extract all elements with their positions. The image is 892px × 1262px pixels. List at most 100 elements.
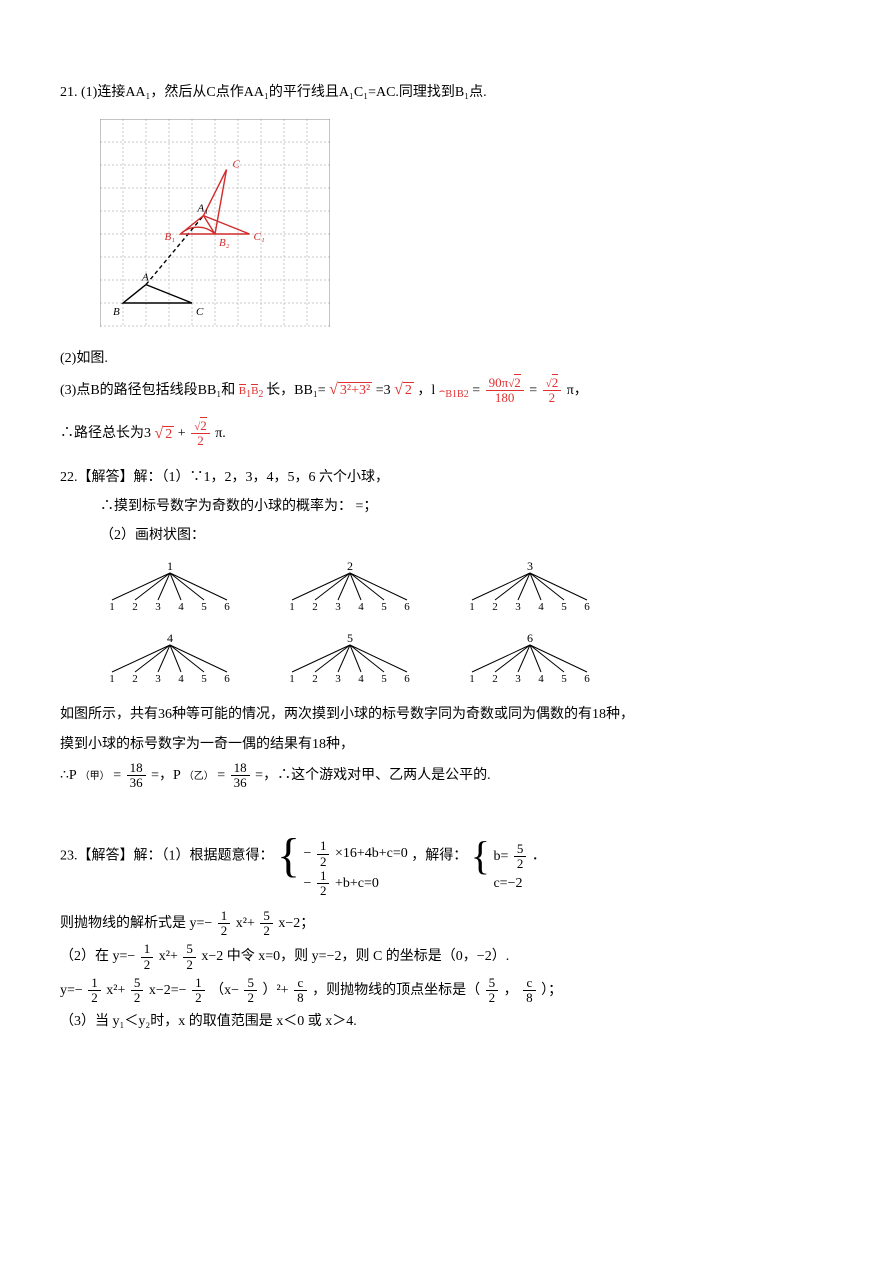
q22-after1: 如图所示，共有36种等可能的情况，两次摸到小球的标号数字同为奇数或同为偶数的有1… [60,702,832,727]
frac-c8-1: c8 [294,976,307,1006]
q21-part3-g: π， [567,383,588,398]
sqrt2-2: √2 [155,420,175,449]
f524n: 5 [244,976,257,991]
l3g: ， [504,983,518,998]
f524d: 2 [244,991,257,1005]
frac-18-36-1: 18 36 [127,761,146,791]
sys-r2-a: − [304,876,312,891]
fh2n: 1 [317,869,330,884]
frac1-den: 36 [127,776,146,790]
l2c: x−2 中令 x=0，则 y=−2，则 C 的坐标是（0，−2）. [201,949,509,964]
sys-r2-b: +b+c=0 [335,876,379,891]
svg-text:1: 1 [109,673,115,685]
svg-text:4: 4 [538,601,544,613]
frac2-num: 18 [231,761,250,776]
fh2d: 2 [317,884,330,898]
frac-18-36-2: 18 36 [231,761,250,791]
fh3d: 2 [218,924,231,938]
fh5d: 2 [88,991,101,1005]
q21-part3-f: = [529,383,537,398]
tree-diagram: 112345621234563123456 412345651234566123… [100,558,832,690]
svg-text:3: 3 [527,559,533,573]
frac-s2-2: √2 2 [191,419,210,449]
svg-text:6: 6 [584,601,590,613]
frac-52-4: 52 [244,976,257,1006]
fc81n: c [294,976,307,991]
q21-concl-c: π. [215,426,226,441]
l1c: x−2； [278,916,314,931]
q21-part1: 21. (1)连接AA₁，然后从C点作AA₁的平行线且A₁C₁=AC.同理找到B… [60,80,832,105]
frac-90pi-num: 90π√2 [486,376,524,391]
l3d: （x− [210,983,239,998]
svg-text:1: 1 [289,601,295,613]
sol-r1-a: b= [493,849,508,864]
svg-text:B: B [113,306,120,318]
fh3n: 1 [218,909,231,924]
svg-text:2: 2 [312,673,318,685]
svg-text:C: C [233,159,241,171]
f521d: 2 [260,924,273,938]
frac-52-2: 52 [183,942,196,972]
svg-text:4: 4 [358,601,364,613]
svg-text:1: 1 [109,601,115,613]
svg-text:4: 4 [167,631,173,645]
frac-half-6: 12 [192,976,205,1006]
l2a: （2）在 y=− [60,949,135,964]
svg-text:A: A [141,272,149,284]
svg-text:1: 1 [167,559,173,573]
frac-half-4: 12 [141,942,154,972]
svg-text:4: 4 [178,601,184,613]
sys-r1-a: − [304,846,312,861]
p-d: = [217,768,225,783]
q23-l1: 则抛物线的解析式是 y=− 12 x²+ 52 x−2； [60,909,832,939]
q21-part3-d: ，l [417,383,435,398]
svg-text:3: 3 [155,601,161,613]
q21-part3: (3)点B的路径包括线段BB₁和 B1B2 长，BB₁= √3²+3² =3 √… [60,376,832,406]
brace-icon-2: { [471,830,490,882]
svg-text:3: 3 [515,673,521,685]
l3f: ，则抛物线的顶点坐标是（ [312,983,480,998]
svg-text:4: 4 [358,673,364,685]
frac-half-1: 12 [317,839,330,869]
f522d: 2 [183,958,196,972]
p-b: = [113,768,121,783]
fh6d: 2 [192,991,205,1005]
svg-text:5: 5 [381,601,387,613]
svg-text:1: 1 [469,673,475,685]
q22-l1: ∴摸到标号数字为奇数的小球的概率为： =； [100,494,832,519]
fh4n: 1 [141,942,154,957]
l1a: 则抛物线的解析式是 y=− [60,916,212,931]
frac-52-1: 52 [260,909,273,939]
sol-row1: b= 52 [493,842,528,872]
svg-text:2: 2 [492,601,498,613]
q23-l4: （3）当 y₁＜y₂时，x 的取值范围是 x＜0 或 x＞4. [60,1009,832,1034]
svg-text:C: C [196,306,204,318]
frac-c8-2: c8 [523,976,536,1006]
svg-text:1: 1 [289,673,295,685]
radicand-2: 2 [403,382,414,398]
frac-s2-num-2: √2 [191,419,210,434]
q22-head: 22.【解答】解：（1）∵1，2，3，4，5，6 六个小球， [60,465,832,490]
p-yi: （乙） [184,771,214,782]
f525n: 5 [486,976,499,991]
q21-part3-c: =3 [376,383,391,398]
f52n: 5 [514,842,527,857]
frac-s2-1: √2 2 [543,376,562,406]
frac-half-3: 12 [218,909,231,939]
sol-row2: c=−2 [493,871,528,896]
frac-52-sol: 52 [514,842,527,872]
q22-after2: 摸到小球的标号数字为一奇一偶的结果有18种， [60,732,832,757]
q23-period: ． [532,849,546,864]
l3b: x²+ [106,983,125,998]
fh4d: 2 [141,958,154,972]
radicand-3: 2 [163,426,174,442]
p-e: =，∴这个游戏对甲、乙两人是公平的. [255,768,490,783]
fc82n: c [523,976,536,991]
svg-text:5: 5 [201,673,207,685]
solution-eqs: b= 52 c=−2 [493,816,528,896]
frac1-num: 18 [127,761,146,776]
svg-text:4: 4 [178,673,184,685]
arc-sub-text: B1B2 [445,389,468,400]
l3h: ）； [541,983,562,998]
q21-grid-figure: ABCA₁B₁B₂C₁C [100,119,330,327]
